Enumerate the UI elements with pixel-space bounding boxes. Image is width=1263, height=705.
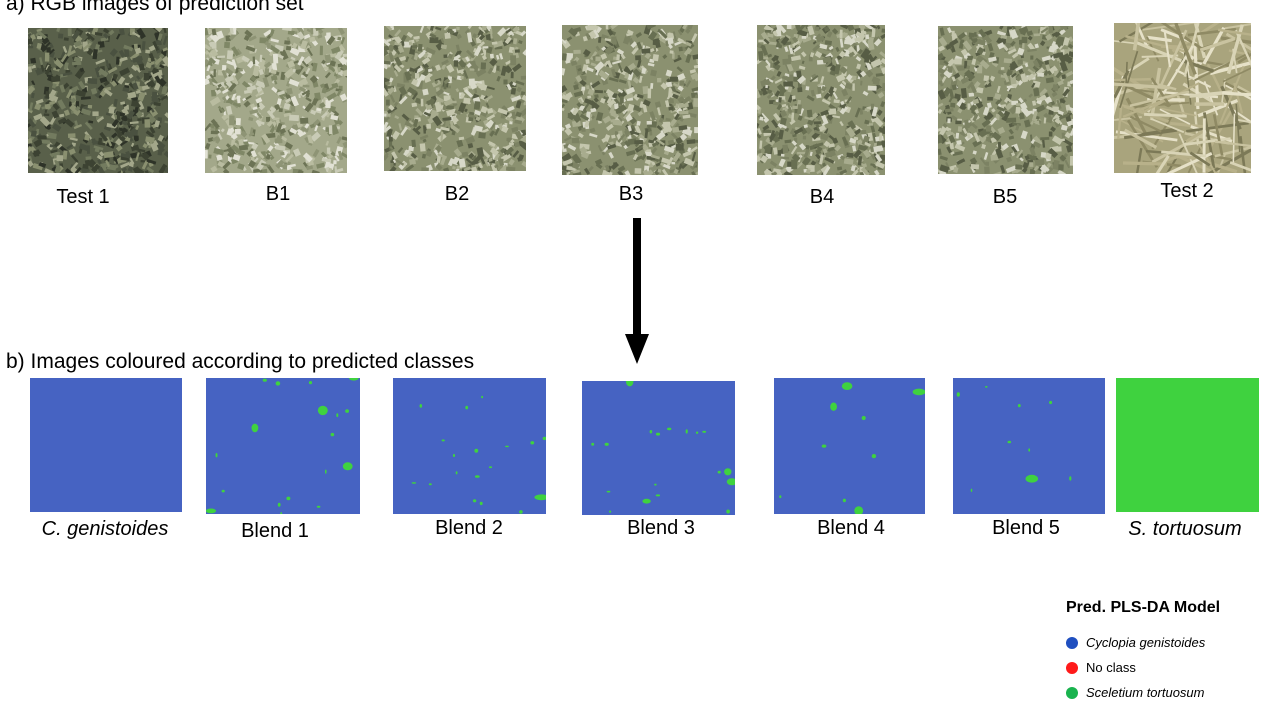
legend-item-no-class: No class <box>1066 655 1256 680</box>
label-blend-3: Blend 3 <box>627 517 695 539</box>
class-map-blend-3 <box>582 381 735 515</box>
legend-label-no-class: No class <box>1086 660 1136 675</box>
label-test-2: Test 2 <box>1160 180 1214 202</box>
legend: Pred. PLS-DA Model Cyclopia genistoides … <box>1066 599 1256 705</box>
legend-item-cyclopia: Cyclopia genistoides <box>1066 630 1256 655</box>
label-blend-1: Blend 1 <box>241 520 309 542</box>
section-a-title: a) RGB images of prediction set <box>6 0 304 15</box>
label-blend-4: Blend 4 <box>817 517 885 539</box>
arrow-shaft <box>633 218 641 336</box>
rgb-image-b2 <box>384 26 526 171</box>
label-c-genistoides: C. genistoides <box>41 518 169 540</box>
label-b5: B5 <box>992 186 1018 208</box>
legend-label-cyclopia: Cyclopia genistoides <box>1086 635 1206 650</box>
label-test-1: Test 1 <box>56 186 110 208</box>
legend-item-sceletium: Sceletium tortuosum <box>1066 680 1256 705</box>
rgb-image-b3 <box>562 25 698 175</box>
red-dot-icon <box>1066 661 1078 674</box>
rgb-image-test-1 <box>28 28 168 173</box>
label-b4: B4 <box>809 186 835 208</box>
rgb-image-test-2 <box>1114 23 1251 173</box>
label-b2: B2 <box>444 183 470 205</box>
class-map-blend-2 <box>393 378 546 514</box>
rgb-image-b5 <box>938 26 1073 174</box>
arrow-head <box>625 334 649 364</box>
rgb-image-b1 <box>205 28 347 173</box>
class-map-s-tortuosum <box>1116 378 1259 512</box>
label-blend-5: Blend 5 <box>992 517 1060 539</box>
rgb-image-b4 <box>757 25 885 175</box>
label-s-tortuosum: S. tortuosum <box>1128 518 1242 540</box>
blue-dot-icon <box>1066 636 1078 649</box>
class-map-blend-4 <box>774 378 925 514</box>
green-dot-icon <box>1066 686 1078 699</box>
label-blend-2: Blend 2 <box>435 517 503 539</box>
legend-title: Pred. PLS-DA Model <box>1066 599 1221 616</box>
down-arrow-icon <box>625 218 649 364</box>
class-map-blend-5 <box>953 378 1105 514</box>
section-b-title: b) Images coloured according to predicte… <box>6 350 475 373</box>
class-map-blend-1 <box>206 378 360 514</box>
class-map-c-genistoides <box>30 378 182 512</box>
label-b1: B1 <box>265 183 291 205</box>
label-b3: B3 <box>618 183 644 205</box>
legend-label-sceletium: Sceletium tortuosum <box>1086 685 1205 700</box>
